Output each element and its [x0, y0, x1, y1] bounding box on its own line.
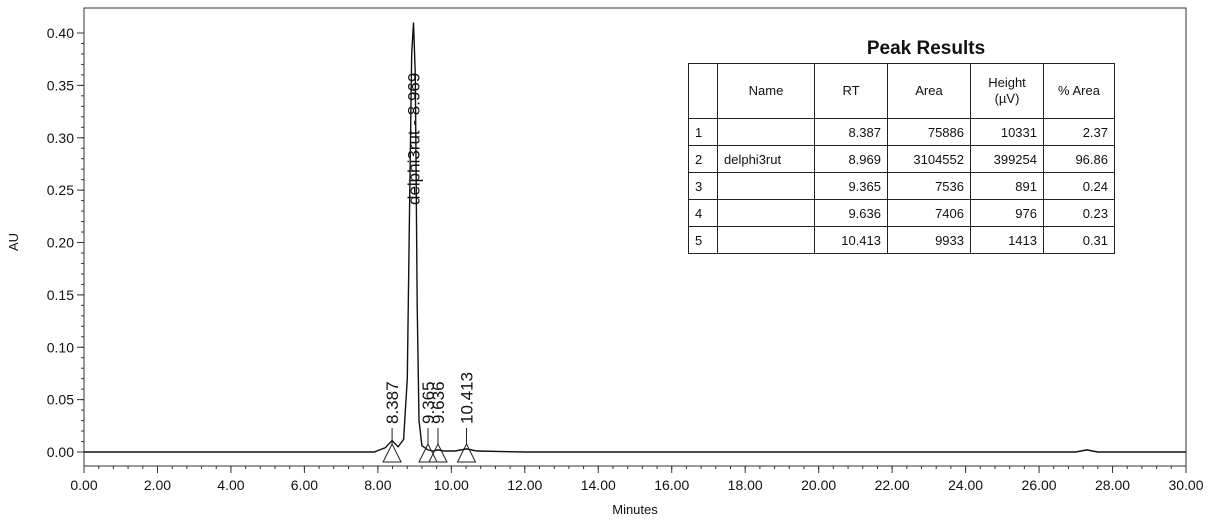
cell-area: 75886 [887, 118, 971, 146]
cell-index: 1 [688, 118, 718, 146]
peak-results-title: Peak Results [866, 38, 986, 59]
x-tick-label: 6.00 [291, 477, 318, 493]
plot-frame [83, 7, 1187, 467]
cell-pct-area: 0.23 [1043, 199, 1115, 227]
x-tick-label: 18.00 [728, 477, 763, 493]
header-height: Height (µV) [970, 63, 1044, 119]
ticks: 0.00 2.00 4.00 6.00 8.00 10.00 12.00 14.00 16.00… [47, 25, 1204, 493]
peak-label: 9.365 [419, 381, 438, 424]
cell-rt: 8.387 [814, 118, 888, 146]
table-row: 4 9.636 7406 976 0.23 [688, 199, 1115, 227]
cell-height: 891 [970, 172, 1044, 200]
cell-pct-area: 96.86 [1043, 145, 1115, 173]
series-line [84, 22, 1186, 453]
cell-index: 4 [688, 199, 718, 227]
table-header-row: Name RT Area Height (µV) % Area [688, 63, 1115, 119]
x-tick-label: 16.00 [654, 477, 689, 493]
y-tick-label: 0.00 [47, 444, 74, 460]
cell-rt: 8.969 [814, 145, 888, 173]
x-tick-label: 0.00 [70, 477, 97, 493]
cell-index: 3 [688, 172, 718, 200]
y-tick-label: 0.10 [47, 339, 74, 355]
x-tick-label: 14.00 [581, 477, 616, 493]
peak-label: 9.636 [429, 381, 448, 424]
cell-height: 10331 [970, 118, 1044, 146]
cell-name [717, 118, 815, 146]
cell-name: delphi3rut [717, 145, 815, 173]
peak-label: 10.413 [458, 372, 477, 424]
cell-height: 1413 [970, 226, 1044, 254]
x-axis-title: Minutes [612, 502, 658, 517]
cell-pct-area: 2.37 [1043, 118, 1115, 146]
cell-pct-area: 0.31 [1043, 226, 1115, 254]
cell-pct-area: 0.24 [1043, 172, 1115, 200]
x-tick-label: 8.00 [364, 477, 391, 493]
y-tick-label: 0.05 [47, 392, 74, 408]
peak-marker [428, 442, 448, 463]
cell-area: 7536 [887, 172, 971, 200]
axes [83, 7, 1187, 467]
cell-name [717, 199, 815, 227]
x-tick-label: 4.00 [217, 477, 244, 493]
x-tick-label: 10.00 [434, 477, 469, 493]
y-tick-label: 0.25 [47, 182, 74, 198]
cell-name [717, 226, 815, 254]
trace [84, 22, 1186, 453]
table-row: 2 delphi3rut 8.969 3104552 399254 96.86 [688, 145, 1115, 173]
peak-label: 8.387 [383, 381, 402, 424]
y-tick-label: 0.20 [47, 235, 74, 251]
x-tick-label: 2.00 [144, 477, 171, 493]
cell-rt: 9.365 [814, 172, 888, 200]
cell-height: 976 [970, 199, 1044, 227]
y-tick-label: 0.15 [47, 287, 74, 303]
peak-marker [418, 442, 438, 463]
peak-marker [382, 442, 402, 463]
table-row: 3 9.365 7536 891 0.24 [688, 172, 1115, 200]
y-tick-label: 0.35 [47, 77, 74, 93]
x-tick-label: 20.00 [801, 477, 836, 493]
cell-index: 2 [688, 145, 718, 173]
table-row: 1 8.387 75886 10331 2.37 [688, 118, 1115, 146]
header-pct-area: % Area [1043, 63, 1115, 119]
cell-height: 399254 [970, 145, 1044, 173]
header-rt: RT [814, 63, 888, 119]
x-tick-label: 12.00 [507, 477, 542, 493]
x-tick-label: 26.00 [1022, 477, 1057, 493]
y-axis-title: AU [6, 233, 21, 251]
cell-name [717, 172, 815, 200]
header-name: Name [717, 63, 815, 119]
cell-area: 3104552 [887, 145, 971, 173]
x-tick-label: 24.00 [948, 477, 983, 493]
y-tick-label: 0.40 [47, 25, 74, 41]
peak-results-table: Name RT Area Height (µV) % Area 1 8.387 … [688, 63, 1115, 254]
cell-area: 7406 [887, 199, 971, 227]
cell-rt: 10.413 [814, 226, 888, 254]
cell-index: 5 [688, 226, 718, 254]
header-area: Area [887, 63, 971, 119]
y-tick-label: 0.30 [47, 130, 74, 146]
header-index [688, 63, 718, 119]
peak-marker [456, 442, 477, 463]
cell-rt: 9.636 [814, 199, 888, 227]
cell-area: 9933 [887, 226, 971, 254]
x-tick-label: 28.00 [1095, 477, 1130, 493]
peak-label: delphi3rut - 8.969 [404, 73, 423, 205]
table-row: 5 10.413 9933 1413 0.31 [688, 226, 1115, 254]
peak-results-panel: Peak Results Name RT Area Height (µV) % … [688, 38, 1138, 254]
x-tick-label: 22.00 [875, 477, 910, 493]
x-tick-label: 30.00 [1168, 477, 1203, 493]
